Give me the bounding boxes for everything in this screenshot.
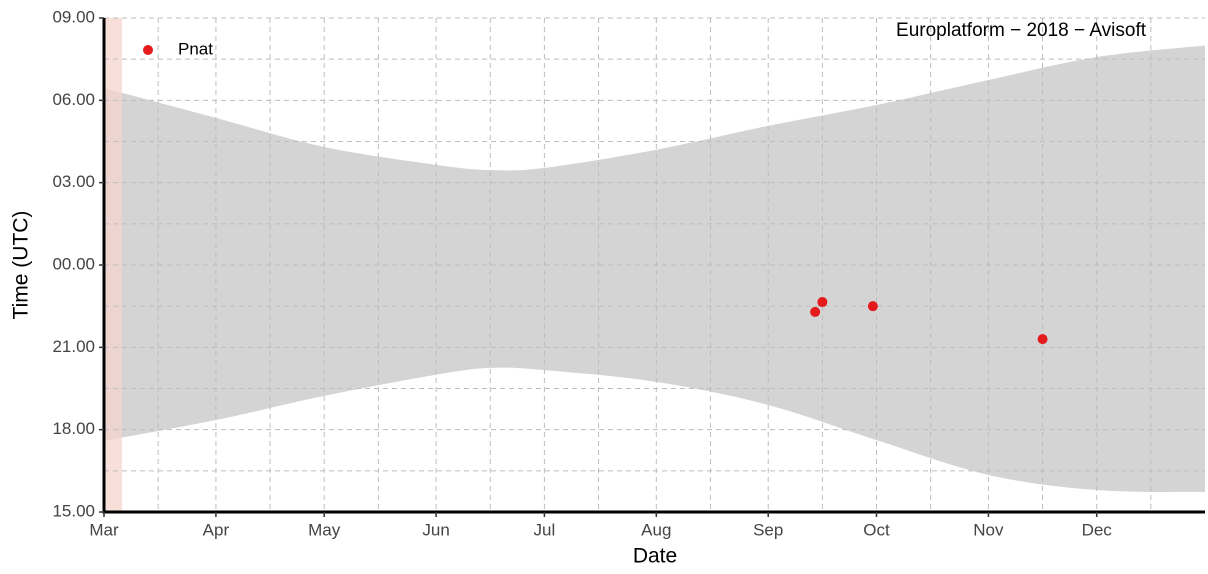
night-band bbox=[104, 45, 1205, 492]
x-axis-title: Date bbox=[633, 545, 677, 568]
data-point bbox=[810, 306, 821, 317]
y-tick-label: 06.00 bbox=[52, 90, 95, 109]
x-tick-label: Jul bbox=[534, 520, 556, 539]
y-tick-label: 09.00 bbox=[52, 7, 95, 26]
x-tick-label: Dec bbox=[1082, 520, 1113, 539]
data-point bbox=[817, 297, 828, 308]
y-axis-title: Time (UTC) bbox=[10, 211, 33, 320]
y-tick-label: 21.00 bbox=[52, 337, 95, 356]
x-tick-label: Oct bbox=[863, 520, 890, 539]
data-point bbox=[867, 301, 878, 312]
y-tick-label: 03.00 bbox=[52, 172, 95, 191]
x-tick-label: Aug bbox=[641, 520, 671, 539]
x-tick-label: May bbox=[308, 520, 341, 539]
legend-marker bbox=[143, 45, 153, 55]
plot-layer bbox=[103, 17, 1205, 513]
x-tick-label: Nov bbox=[973, 520, 1004, 539]
data-point bbox=[1037, 334, 1048, 345]
y-tick-label: 15.00 bbox=[52, 501, 95, 520]
x-tick-label: Jun bbox=[422, 520, 449, 539]
chart-annotation: Europlatform − 2018 − Avisoft bbox=[896, 20, 1147, 41]
y-tick-label: 00.00 bbox=[52, 254, 95, 273]
x-tick-label: Mar bbox=[89, 520, 119, 539]
x-tick-label: Sep bbox=[753, 520, 783, 539]
legend-label: Pnat bbox=[178, 39, 213, 58]
x-tick-label: Apr bbox=[203, 520, 230, 539]
y-tick-label: 18.00 bbox=[52, 419, 95, 438]
